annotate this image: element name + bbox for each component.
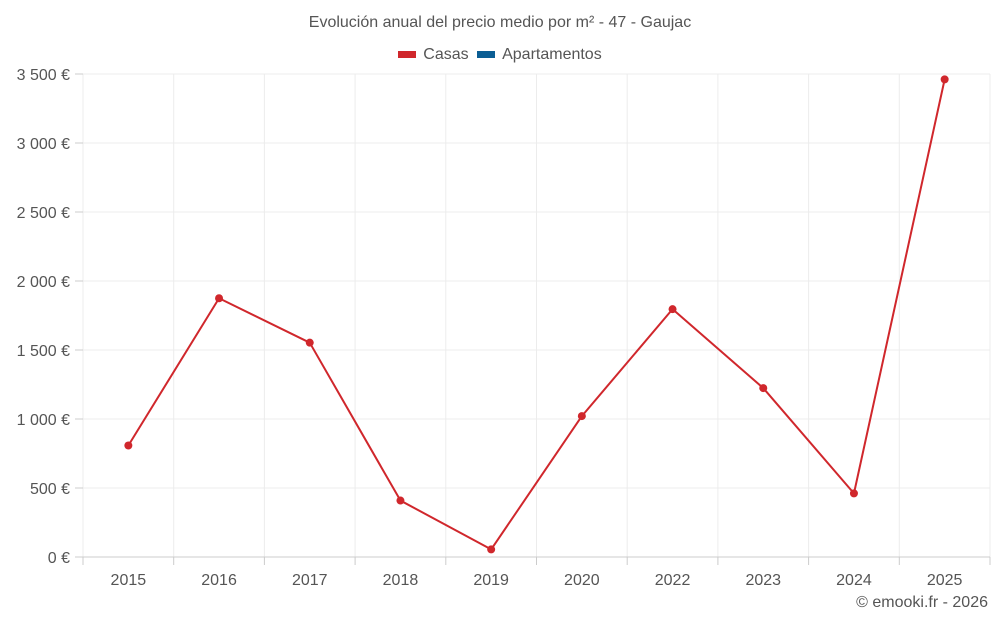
x-tick-label: 2018 [383, 572, 419, 589]
y-tick-label: 2 500 € [17, 205, 70, 222]
y-tick-label: 3 500 € [17, 67, 70, 84]
series-line-casas [127, 79, 946, 551]
x-tick-label: 2023 [745, 572, 781, 589]
x-tick-label: 2022 [655, 572, 691, 589]
legend-label-apartamentos: Apartamentos [502, 45, 602, 63]
y-tick-label: 1 500 € [17, 343, 70, 360]
legend: Casas Apartamentos [0, 45, 1000, 64]
x-tick-label: 2016 [201, 572, 237, 589]
data-point-casas [124, 441, 133, 450]
legend-item-casas[interactable]: Casas [398, 45, 469, 64]
y-tick-label: 1 000 € [17, 412, 70, 429]
legend-item-apartamentos[interactable]: Apartamentos [477, 46, 602, 64]
legend-label-casas: Casas [423, 45, 469, 63]
y-tick-label: 3 000 € [17, 136, 70, 153]
legend-swatch-apartamentos [477, 51, 496, 58]
data-point-casas [940, 75, 949, 84]
data-point-casas [487, 545, 496, 554]
data-point-casas [759, 384, 768, 393]
x-tick-label: 2020 [564, 572, 600, 589]
data-point-casas [849, 489, 858, 498]
x-tick-label: 2025 [927, 572, 963, 589]
credit-text: © emooki.fr - 2026 [856, 594, 988, 611]
data-point-casas [668, 305, 677, 314]
chart-title: Evolución anual del precio medio por m² … [308, 14, 692, 31]
data-point-casas [577, 412, 586, 421]
y-tick-label: 0 € [48, 550, 70, 567]
data-point-casas [305, 338, 314, 347]
x-tick-label: 2019 [473, 572, 509, 589]
x-tick-label: 2024 [836, 572, 872, 589]
y-tick-label: 2 000 € [17, 274, 70, 291]
legend-swatch-casas [398, 51, 417, 58]
x-tick-label: 2015 [111, 572, 147, 589]
y-tick-label: 500 € [30, 481, 70, 498]
x-tick-label: 2017 [292, 572, 328, 589]
data-point-casas [396, 496, 405, 505]
data-point-casas [215, 294, 224, 303]
